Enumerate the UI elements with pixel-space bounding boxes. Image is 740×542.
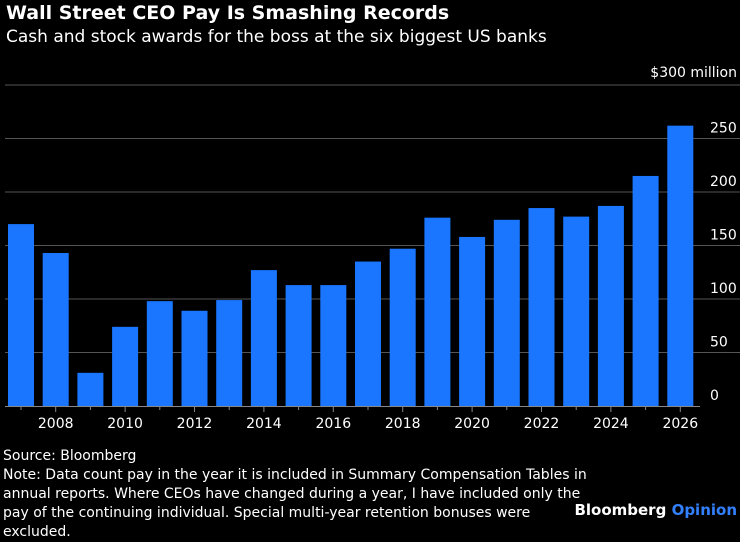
x-tick-label: 2024 (593, 416, 629, 432)
bar-chart: 0 50 100 150 200 250 $300 million 2008 2010 2012 2… (5, 65, 740, 432)
bar (320, 285, 347, 406)
x-tick-label: 2022 (524, 416, 560, 432)
bar (250, 270, 277, 406)
brand-section: Opinion (671, 501, 737, 519)
note-text: Note: Data count pay in the year it is i… (3, 467, 587, 540)
y-tick-label: 200 (710, 174, 737, 190)
brand-logo: Bloomberg Opinion (574, 501, 737, 519)
bar (424, 217, 451, 406)
y-tick-label: 250 (710, 121, 737, 137)
bar (146, 301, 173, 406)
footer: Source: Bloomberg Note: Data count pay i… (3, 447, 593, 542)
y-tick-label: 0 (710, 388, 719, 404)
chart-title: Wall Street CEO Pay Is Smashing Records (6, 2, 450, 24)
bar (8, 224, 34, 406)
bar (389, 248, 416, 406)
bar (597, 205, 624, 406)
bar (632, 175, 659, 406)
bar (528, 208, 555, 406)
x-tick-label: 2018 (385, 416, 421, 432)
source-text: Source: Bloomberg (3, 448, 137, 464)
x-tick-label: 2008 (38, 416, 74, 432)
bar (667, 125, 694, 406)
bar (181, 310, 208, 406)
x-tick-label: 2020 (454, 416, 490, 432)
x-tick-label: 2012 (177, 416, 213, 432)
bar (493, 219, 520, 406)
brand-name: Bloomberg (574, 501, 667, 519)
x-tick-label: 2014 (246, 416, 282, 432)
bar (355, 261, 381, 406)
bar (42, 252, 69, 406)
y-tick-label: 100 (710, 281, 737, 297)
chart-subtitle: Cash and stock awards for the boss at th… (6, 27, 547, 47)
bar (77, 372, 104, 406)
bar (285, 285, 312, 406)
x-tick-label: 2010 (107, 416, 143, 432)
y-tick-label: 150 (710, 228, 737, 244)
bar (459, 236, 486, 406)
y-tick-label: 50 (710, 335, 728, 351)
bar (563, 216, 590, 406)
x-tick-label: 2016 (315, 416, 351, 432)
x-tick-label: 2026 (662, 416, 698, 432)
y-axis-top-label: $300 million (650, 65, 737, 81)
bar (216, 300, 243, 406)
bar (112, 326, 139, 406)
